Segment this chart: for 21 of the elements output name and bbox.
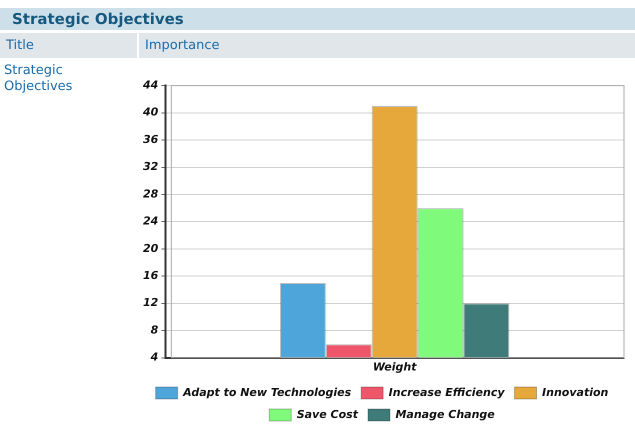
- text: Strategic Objectives: [4, 63, 74, 95]
- legend-label: Manage Change: [395, 408, 496, 421]
- y-tick-label: 20: [142, 242, 159, 255]
- text: Importance: [139, 33, 635, 58]
- chart-title: Strategic Objectives: [0, 8, 635, 30]
- y-tick-label: 4: [150, 350, 158, 364]
- legend-label: Innovation: [542, 386, 609, 399]
- y-tick-label: 36: [142, 132, 159, 146]
- legend-label: Save Cost: [296, 408, 359, 421]
- y-tick-label: 12: [142, 296, 159, 310]
- y-tick-label: 8: [150, 323, 159, 336]
- y-tick-label: 40: [142, 106, 159, 119]
- y-tick-label: 16: [142, 269, 159, 282]
- y-tick-label: 28: [142, 187, 159, 200]
- y-tick-label: 44: [142, 78, 158, 92]
- y-tick-label: 32: [142, 160, 159, 174]
- legend-label: Adapt to New Technologies: [182, 386, 352, 399]
- y-tick-label: 24: [142, 214, 158, 228]
- legend-label: Increase Efficiency: [388, 386, 506, 399]
- text: Title: [0, 33, 137, 58]
- x-tick-label: Weight: [372, 360, 418, 374]
